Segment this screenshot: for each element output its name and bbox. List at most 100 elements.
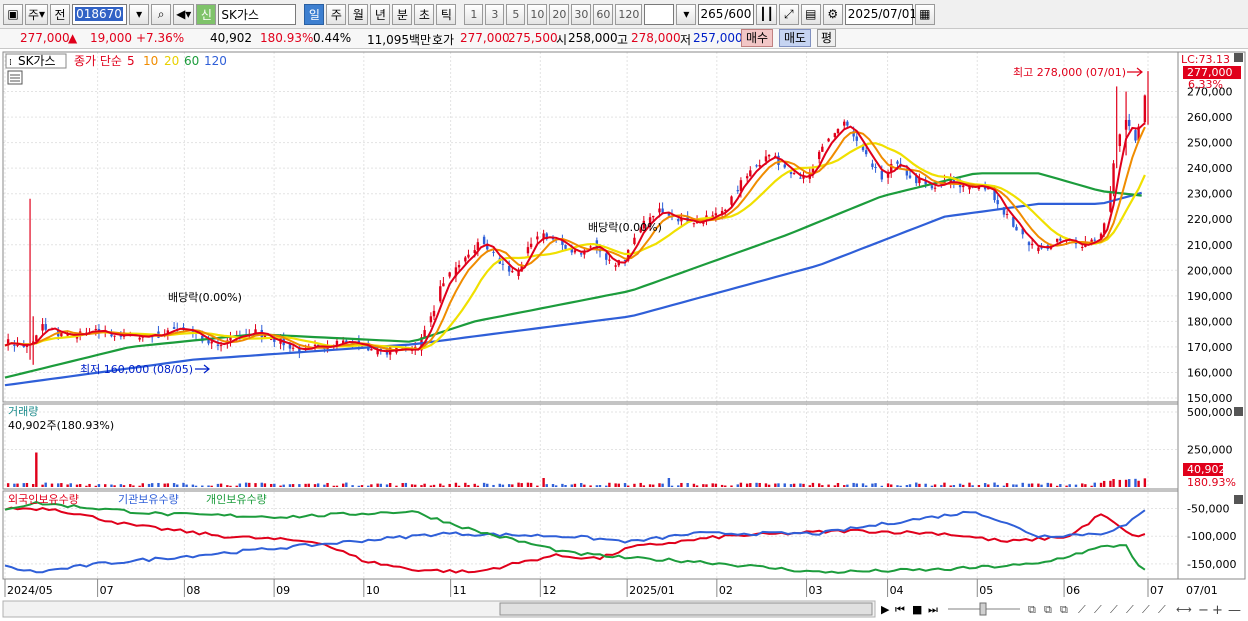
scrollbar-thumb[interactable] (499, 602, 873, 616)
draw-line-icon-6[interactable]: ⟋ (1158, 603, 1166, 616)
chart-menu-icon[interactable]: ▣ (3, 3, 23, 25)
candle-style-icon[interactable]: ┃┃ (756, 3, 777, 25)
sell-button[interactable]: 매도 (779, 29, 812, 47)
turnover-ratio: 0.44% (313, 31, 352, 45)
price-y-tick: 160,000 (1187, 366, 1233, 379)
holdings-panel-close-icon[interactable] (1234, 495, 1243, 504)
volume-bar (605, 485, 608, 487)
volume-bar (238, 483, 242, 487)
reset-icon[interactable]: — (1228, 603, 1241, 618)
candle-body (1137, 126, 1140, 141)
interval-day-tab[interactable]: 일 (304, 3, 325, 25)
stock-tag-box[interactable] (5, 53, 67, 69)
draw-tool-icon[interactable]: ⤢ (778, 3, 799, 25)
bar-count-input[interactable]: 265/600 (698, 3, 755, 25)
interval-month-tab[interactable]: 월 (348, 3, 369, 25)
interval-minute-tab[interactable]: 분 (392, 3, 413, 25)
volume-bar (949, 485, 952, 487)
zoom-in-icon[interactable]: + (1212, 603, 1223, 618)
play-forward-icon[interactable]: ⏭ (928, 603, 938, 616)
chart-toolbar: ▣ 주 ▾ 전 018670 ▾ ⌕ ◀▾ 신 SK가스 일 주 월 년 분 초 … (0, 0, 1248, 29)
period-select[interactable]: 주 ▾ (25, 3, 49, 25)
volume-bar (1037, 483, 1040, 487)
calendar-icon[interactable]: ▦ (914, 3, 935, 25)
volume-bar (564, 485, 567, 487)
draw-line-icon-3[interactable]: ⟋ (1110, 603, 1118, 616)
price-y-tick: 250,000 (1187, 137, 1233, 150)
open-price: 258,000 (568, 31, 618, 45)
buy-button[interactable]: 매수 (741, 29, 774, 47)
zoom-out-icon[interactable]: − (1198, 603, 1209, 618)
draw-line-icon-1[interactable]: ⟋ (1078, 603, 1086, 616)
stock-code-input[interactable]: 018670 (72, 3, 128, 25)
minute-30-button[interactable]: 30 (571, 3, 592, 25)
minute-60-button[interactable]: 60 (593, 3, 614, 25)
speaker-icon[interactable]: ◀▾ (173, 3, 195, 25)
candle-body (633, 237, 636, 244)
candle-body (958, 184, 962, 188)
price-y-tick: 170,000 (1187, 341, 1233, 354)
interval-year-tab[interactable]: 년 (370, 3, 391, 25)
candle-body (464, 257, 467, 262)
minute-1-button[interactable]: 1 (464, 3, 484, 25)
volume-bar (777, 483, 780, 487)
minute-5-button[interactable]: 5 (506, 3, 526, 25)
volume-bar (1081, 483, 1084, 487)
date-input[interactable]: 2025/07/01 (844, 3, 917, 25)
volume-panel-close-icon[interactable] (1234, 407, 1243, 416)
interval-tick-tab[interactable]: 틱 (436, 3, 457, 25)
draw-line-icon-2[interactable]: ⟋ (1094, 603, 1102, 616)
volume-bar (702, 484, 705, 487)
interval-week-tab[interactable]: 주 (326, 3, 347, 25)
volume-bar (229, 485, 232, 487)
volume-bar (639, 482, 642, 487)
save-icon[interactable]: ▤ (800, 3, 821, 25)
candle-body (836, 129, 840, 134)
stop-icon[interactable]: ■ (912, 603, 922, 616)
interval-second-tab[interactable]: 초 (414, 3, 435, 25)
custom-interval-dropdown-icon[interactable]: ▾ (676, 3, 697, 25)
candle-body (755, 165, 758, 167)
ma120-label: 120 (204, 54, 227, 68)
volume-bar (492, 484, 495, 487)
minute-10-button[interactable]: 10 (527, 3, 548, 25)
price-panel-close-icon[interactable] (1234, 53, 1243, 62)
high-annotation: 최고 278,000 (07/01) (1013, 66, 1126, 79)
average-button[interactable]: 평 (817, 29, 837, 47)
speed-slider-handle[interactable] (979, 602, 987, 616)
volume-bar (977, 485, 981, 487)
custom-interval-input[interactable] (644, 3, 675, 25)
volume-current-pct: 180.93% (1187, 476, 1236, 489)
volume-bar (899, 485, 902, 487)
volume-bar (695, 485, 699, 487)
layout-icon-1[interactable]: ⧉ (1028, 603, 1036, 616)
candle-body (658, 208, 661, 213)
minute-3-button[interactable]: 3 (485, 3, 505, 25)
draw-line-icon-4[interactable]: ⟋ (1126, 603, 1134, 616)
holdings-y-tick: -150,000 (1187, 558, 1236, 571)
volume-bar (113, 485, 116, 487)
layout-icon-2[interactable]: ⧉ (1044, 603, 1052, 616)
volume-bar (385, 484, 389, 487)
ask-price: 275,500 (508, 31, 558, 45)
volume-bar (1021, 482, 1024, 487)
minute-20-button[interactable]: 20 (549, 3, 570, 25)
minute-120-button[interactable]: 120 (615, 3, 643, 25)
draw-line-icon-5[interactable]: ⟋ (1142, 603, 1150, 616)
layout-icon-3[interactable]: ⧉ (1060, 603, 1068, 616)
volume-bar (476, 485, 480, 487)
rewind-icon[interactable]: ⏮ (895, 603, 905, 616)
search-icon[interactable]: ⌕ (151, 3, 172, 25)
gear-icon[interactable]: ⚙ (822, 3, 843, 25)
volume-bar (395, 485, 398, 487)
volume-bar (745, 483, 749, 487)
stock-name-field[interactable]: SK가스 (218, 3, 297, 25)
candle-body (492, 251, 495, 253)
candle-body (661, 208, 664, 213)
crosshair-icon[interactable]: ⟷ (1176, 603, 1192, 616)
stock-chart[interactable]: 270,000 260,000 250,000 240,000 230,000 220,0… (0, 49, 1248, 621)
volume-bar (526, 482, 530, 487)
previous-button[interactable]: 전 (50, 3, 71, 25)
code-dropdown-icon[interactable]: ▾ (129, 3, 150, 25)
scroll-right-icon[interactable]: ▶ (881, 603, 890, 616)
